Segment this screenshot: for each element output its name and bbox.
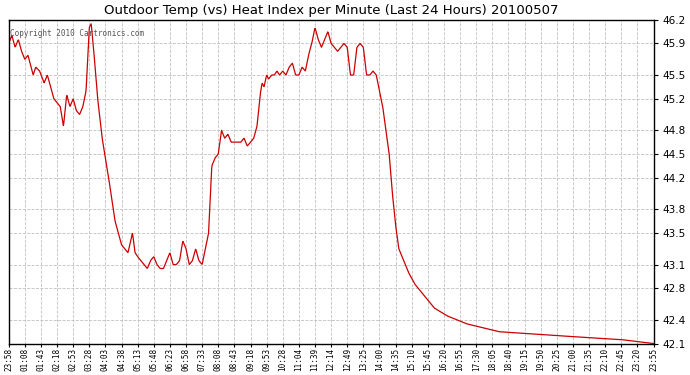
Text: Copyright 2010 Cartronics.com: Copyright 2010 Cartronics.com xyxy=(10,29,144,38)
Title: Outdoor Temp (vs) Heat Index per Minute (Last 24 Hours) 20100507: Outdoor Temp (vs) Heat Index per Minute … xyxy=(104,4,558,17)
